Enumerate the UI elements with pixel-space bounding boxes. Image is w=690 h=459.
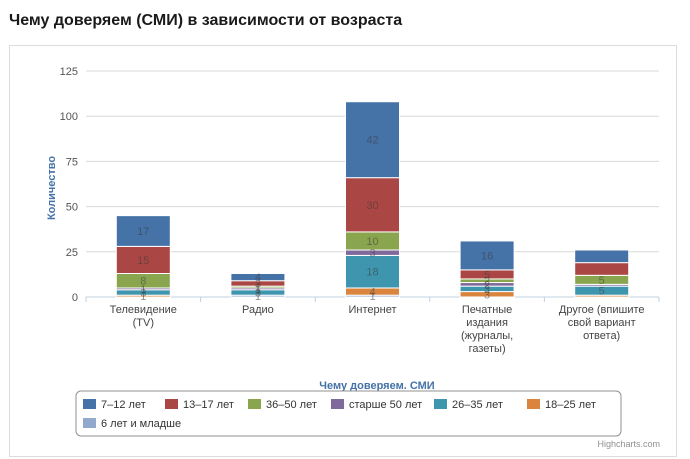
data-label: 2	[484, 276, 490, 288]
bar-segment[interactable]	[574, 249, 630, 264]
bars	[115, 101, 630, 298]
y-tick-label: 50	[66, 202, 78, 214]
x-axis-ticks: Телевидение(TV) Радио Интернет Печатныеизда…	[85, 297, 660, 355]
data-label: 30	[366, 200, 378, 212]
x-axis-title: Чему доверяем. СМИ	[319, 380, 434, 392]
legend-label: 7–12 лет	[101, 399, 146, 411]
legend-swatch	[434, 399, 447, 409]
legend-swatch	[331, 399, 344, 409]
data-label: 16	[481, 250, 493, 262]
data-label: 5	[599, 286, 605, 298]
data-label: 2	[484, 279, 490, 291]
bar-segment[interactable]	[115, 245, 171, 274]
data-label: 1	[255, 282, 261, 294]
data-label: 4	[369, 287, 375, 299]
legend-label: 36–50 лет	[266, 399, 317, 411]
legend-item[interactable]: 18–25 лет	[527, 399, 596, 411]
legend-item[interactable]: старше 50 лет	[331, 399, 422, 411]
x-tick-label: Телевидение	[110, 304, 177, 316]
x-tick-label: Интернет	[349, 304, 397, 316]
data-label: 5	[599, 275, 605, 287]
x-tick-label: издания	[466, 317, 508, 329]
data-label: 17	[137, 226, 149, 238]
legend-label: 13–17 лет	[183, 399, 234, 411]
legend-item[interactable]: 36–50 лет	[248, 399, 317, 411]
x-tick-label: газеты)	[469, 343, 506, 355]
legend-item[interactable]: 7–12 лет	[83, 399, 146, 411]
legend-item[interactable]: 13–17 лет	[165, 399, 234, 411]
data-label: 3	[255, 278, 261, 290]
legend-label: 26–35 лет	[452, 399, 503, 411]
y-tick-label: 25	[66, 247, 78, 259]
chart-container: 0 25 50 75 100 125 1 3 1 8 15 17 1 3 1 1 3 4 1 4 18 3 10 30 42 3…	[9, 45, 677, 457]
data-label: 42	[366, 135, 378, 147]
data-label: 1	[255, 291, 261, 303]
data-label: 18	[366, 267, 378, 279]
legend-swatch	[248, 399, 261, 409]
data-label: 3	[484, 284, 490, 296]
data-label: 3	[140, 287, 146, 299]
legend-item[interactable]: 26–35 лет	[434, 399, 503, 411]
x-tick-label: Другое (впишите	[559, 304, 645, 316]
data-label: 8	[140, 276, 146, 288]
bar-segment[interactable]	[345, 101, 400, 179]
bar-segment[interactable]	[115, 215, 171, 247]
data-label: 1	[140, 291, 146, 303]
x-tick-label: Радио	[242, 304, 274, 316]
x-tick-label: ответа)	[583, 330, 620, 342]
data-label: 1	[255, 284, 261, 296]
credits-label[interactable]: Highcharts.com	[597, 439, 660, 449]
legend-swatch	[527, 399, 540, 409]
x-tick-label: (TV)	[133, 317, 154, 329]
data-label: 3	[484, 289, 490, 301]
x-tick-label: (журналы,	[461, 330, 513, 342]
bar-segment[interactable]	[574, 262, 630, 276]
y-axis-ticks: 0 25 50 75 100 125	[60, 66, 78, 304]
page-title: Чему доверяем (СМИ) в зависимости от воз…	[9, 12, 403, 29]
legend: 7–12 лет 13–17 лет 36–50 лет старше 50 лет 2…	[75, 390, 622, 437]
x-tick-label: Печатные	[462, 304, 512, 316]
data-label: 3	[255, 287, 261, 299]
data-label: 1	[369, 291, 375, 303]
bar-segment[interactable]	[459, 240, 515, 271]
bar-segment[interactable]	[345, 177, 400, 233]
bar-segment[interactable]	[230, 272, 286, 282]
legend-swatch	[165, 399, 178, 409]
x-tick-label: свой вариант	[568, 317, 636, 329]
y-tick-label: 100	[60, 111, 78, 123]
legend-swatch	[83, 399, 96, 409]
data-label: 10	[366, 236, 378, 248]
legend-item[interactable]: 6 лет и младше	[83, 418, 181, 430]
data-label: 1	[140, 284, 146, 296]
legend-label: 6 лет и младше	[101, 418, 181, 430]
data-label: 15	[137, 255, 149, 267]
y-axis-title: Количество	[46, 156, 58, 220]
y-tick-label: 0	[72, 292, 78, 304]
legend-box	[75, 390, 622, 437]
legend-label: 18–25 лет	[545, 399, 596, 411]
data-label: 3	[369, 248, 375, 260]
data-label: 4	[255, 272, 261, 284]
y-tick-label: 125	[60, 66, 78, 78]
legend-swatch	[83, 418, 96, 428]
data-label: 5	[484, 269, 490, 281]
legend-label: старше 50 лет	[349, 399, 422, 411]
y-tick-label: 75	[66, 156, 78, 168]
